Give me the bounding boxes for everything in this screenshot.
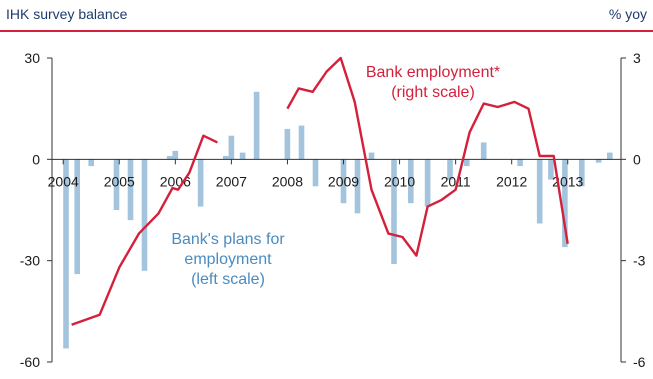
right-tick-label-0: 3 [633,50,641,66]
bar-24 [481,142,487,159]
bar-8 [198,159,204,206]
right-tick-label-1: 0 [633,151,641,167]
bar-26 [537,159,543,223]
bar-15 [313,159,319,186]
bar-10 [229,136,235,160]
bar-7 [173,151,179,159]
x-tick-label-3: 2007 [216,173,247,189]
bar-25 [517,159,523,166]
right-tick-label-2: -3 [633,253,646,269]
x-tick-label-8: 2012 [496,173,527,189]
x-tick-label-0: 2004 [48,173,79,189]
line-annotation-1: (right scale) [391,84,475,101]
bar-14 [299,126,305,160]
left-tick-label-0: 30 [24,50,40,66]
left-tick-label-3: -60 [20,354,40,370]
right-tick-label-3: -6 [633,354,646,370]
bar-12 [254,92,260,160]
bar-31 [607,153,613,160]
left-tick-label-1: 0 [32,151,40,167]
bar-11 [240,153,246,160]
bar-4 [128,159,134,220]
left-tick-label-2: -30 [20,253,40,269]
x-tick-label-5: 2009 [328,173,359,189]
bar-2 [88,159,94,166]
bar-annotation-2: (left scale) [191,271,265,288]
line-annotation-0: Bank employment* [366,64,500,81]
x-tick-label-6: 2010 [384,173,415,189]
x-tick-label-4: 2008 [272,173,303,189]
bar-13 [285,129,291,159]
bar-annotation-1: employment [184,251,272,268]
bar-21 [425,159,431,206]
bar-18 [369,153,375,160]
bar-annotation-0: Bank's plans for [171,231,285,248]
bar-23 [464,159,470,166]
bar-5 [142,159,148,270]
x-tick-label-1: 2005 [104,173,135,189]
